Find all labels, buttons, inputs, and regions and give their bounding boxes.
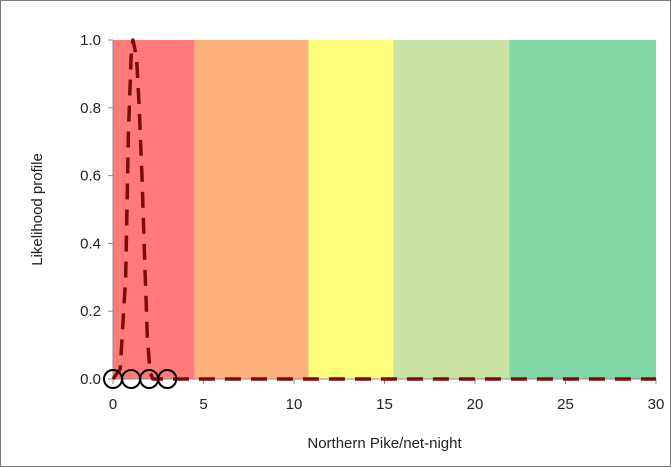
- x-tick-label-2: 10: [286, 396, 303, 413]
- y-tick-label-5: 1.0: [80, 32, 101, 49]
- y-axis-title: Likelihood profile: [29, 153, 46, 266]
- x-tick-label-6: 30: [648, 396, 665, 413]
- tick-labels: 0.0 0.2 0.4 0.6 0.8 1.0 0 5 10 15 20 25 30: [80, 32, 664, 413]
- band-4: [509, 40, 656, 379]
- x-axis-title: Northern Pike/net-night: [307, 435, 462, 452]
- x-tick-label-5: 25: [557, 396, 574, 413]
- y-tick-label-3: 0.6: [80, 168, 101, 185]
- observation-point-3: [157, 369, 178, 389]
- band-3: [393, 40, 510, 379]
- y-tick-label-0: 0.0: [80, 371, 101, 388]
- observation-markers: [103, 369, 178, 389]
- x-tick-label-1: 5: [199, 396, 207, 413]
- x-tick-label-4: 20: [467, 396, 484, 413]
- series: [111, 38, 656, 381]
- band-1: [194, 40, 309, 379]
- series-line-0: [111, 38, 656, 381]
- y-tick-label-4: 0.8: [80, 100, 101, 117]
- y-tick-label-2: 0.4: [80, 235, 101, 252]
- category-bands: [113, 40, 656, 379]
- band-2: [308, 40, 394, 379]
- x-tick-label-3: 15: [376, 396, 393, 413]
- x-tick-label-0: 0: [109, 396, 117, 413]
- y-tick-label-1: 0.2: [80, 303, 101, 320]
